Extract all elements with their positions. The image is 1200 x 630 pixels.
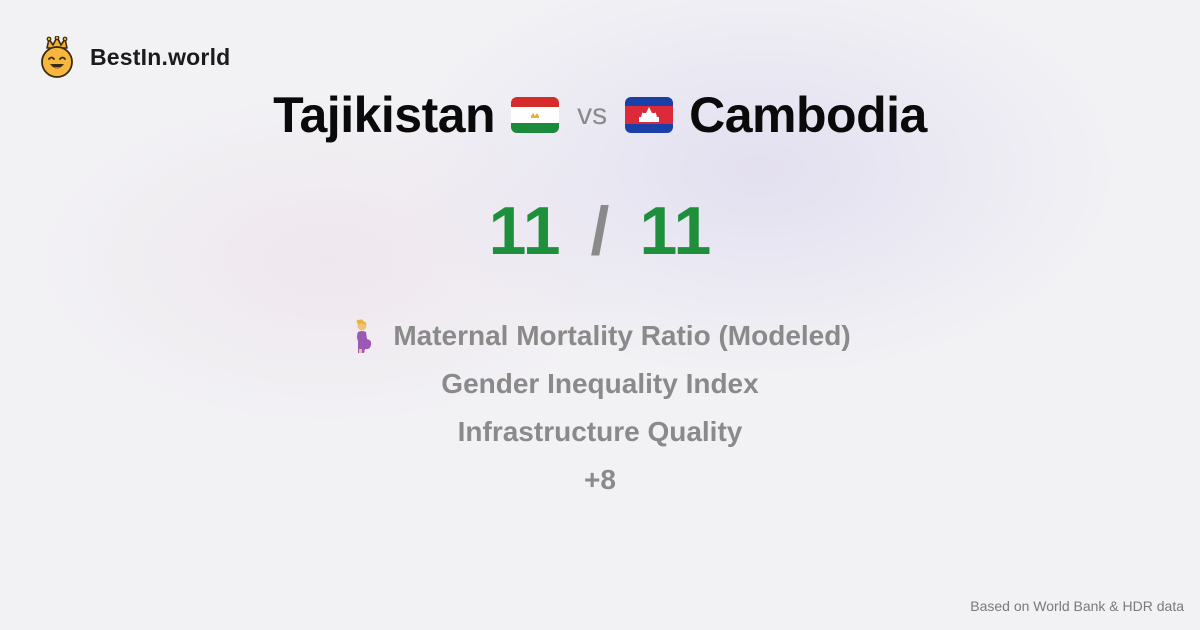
metric-label: Maternal Mortality Ratio (Modeled) <box>393 320 851 351</box>
more-metrics-label: +8 <box>584 464 616 495</box>
tajikistan-flag-icon <box>511 97 560 133</box>
metric-item: Gender Inequality Index <box>441 360 758 408</box>
data-source-note: Based on World Bank & HDR data <box>970 598 1184 614</box>
metric-item: Maternal Mortality Ratio (Modeled) <box>349 312 851 360</box>
crown-smiley-icon <box>41 36 73 78</box>
brand-name: BestIn.world <box>90 43 231 70</box>
metrics-list: Maternal Mortality Ratio (Modeled) Gende… <box>0 312 1200 504</box>
metric-label: Infrastructure Quality <box>457 416 743 447</box>
more-metrics-count: +8 <box>584 456 616 504</box>
metric-item: Infrastructure Quality <box>458 408 743 456</box>
pregnant-woman-icon <box>357 319 372 353</box>
brand-logo[interactable]: BestIn.world <box>38 36 230 78</box>
score-b: 11 <box>639 193 712 269</box>
vs-label: vs <box>577 98 608 131</box>
country-a-name[interactable]: Tajikistan <box>273 87 496 143</box>
metric-label: Gender Inequality Index <box>441 368 759 399</box>
score-a: 11 <box>488 193 561 269</box>
country-b-name[interactable]: Cambodia <box>689 87 927 143</box>
score-separator: / <box>590 193 610 269</box>
score-summary: 11 / 11 <box>0 192 1200 270</box>
cambodia-flag-icon <box>625 97 674 133</box>
comparison-title: Tajikistan vs Cambodia <box>0 86 1200 144</box>
